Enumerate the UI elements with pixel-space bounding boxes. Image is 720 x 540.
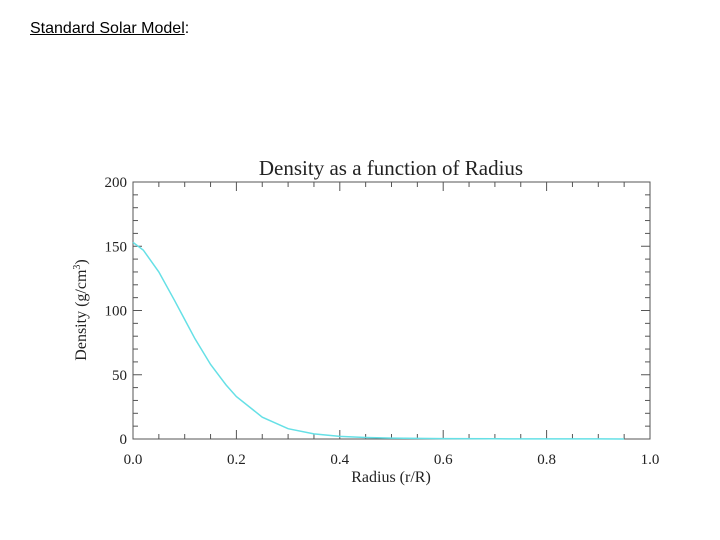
y-axis-label: Density (g/cm3): [72, 259, 90, 360]
y-tick-label: 100: [105, 304, 128, 320]
x-tick-label: 0.2: [227, 452, 246, 468]
x-tick-label: 0.4: [330, 452, 349, 468]
x-tick-label: 1.0: [641, 452, 660, 468]
y-axis-label-sup: 3: [72, 265, 83, 270]
x-axis-label: Radius (r/R): [351, 469, 431, 486]
x-tick-label: 0.0: [124, 452, 143, 468]
slide-heading: Standard Solar Model:: [30, 20, 189, 38]
axis-ticks: [132, 181, 651, 440]
x-tick-label: 0.6: [434, 452, 453, 468]
y-tick-label: 200: [105, 175, 128, 191]
slide-heading-colon: :: [184, 20, 190, 37]
y-axis-label-main: Density (g/cm: [73, 269, 90, 361]
plot-frame: [132, 181, 651, 440]
chart-title: Density as a function of Radius: [259, 156, 523, 180]
y-tick-label: 50: [112, 368, 127, 384]
x-tick-labels: 0.0 0.2 0.4 0.6 0.8 1.0: [124, 452, 660, 468]
density-series-line: [132, 241, 625, 440]
y-tick-labels: 0 50 100 150 200: [105, 175, 128, 448]
y-tick-label: 0: [120, 432, 128, 448]
y-axis-label-end: ): [73, 259, 90, 264]
slide-heading-text: Standard Solar Model: [30, 20, 185, 37]
y-tick-label: 150: [105, 239, 128, 255]
x-tick-label: 0.8: [537, 452, 556, 468]
